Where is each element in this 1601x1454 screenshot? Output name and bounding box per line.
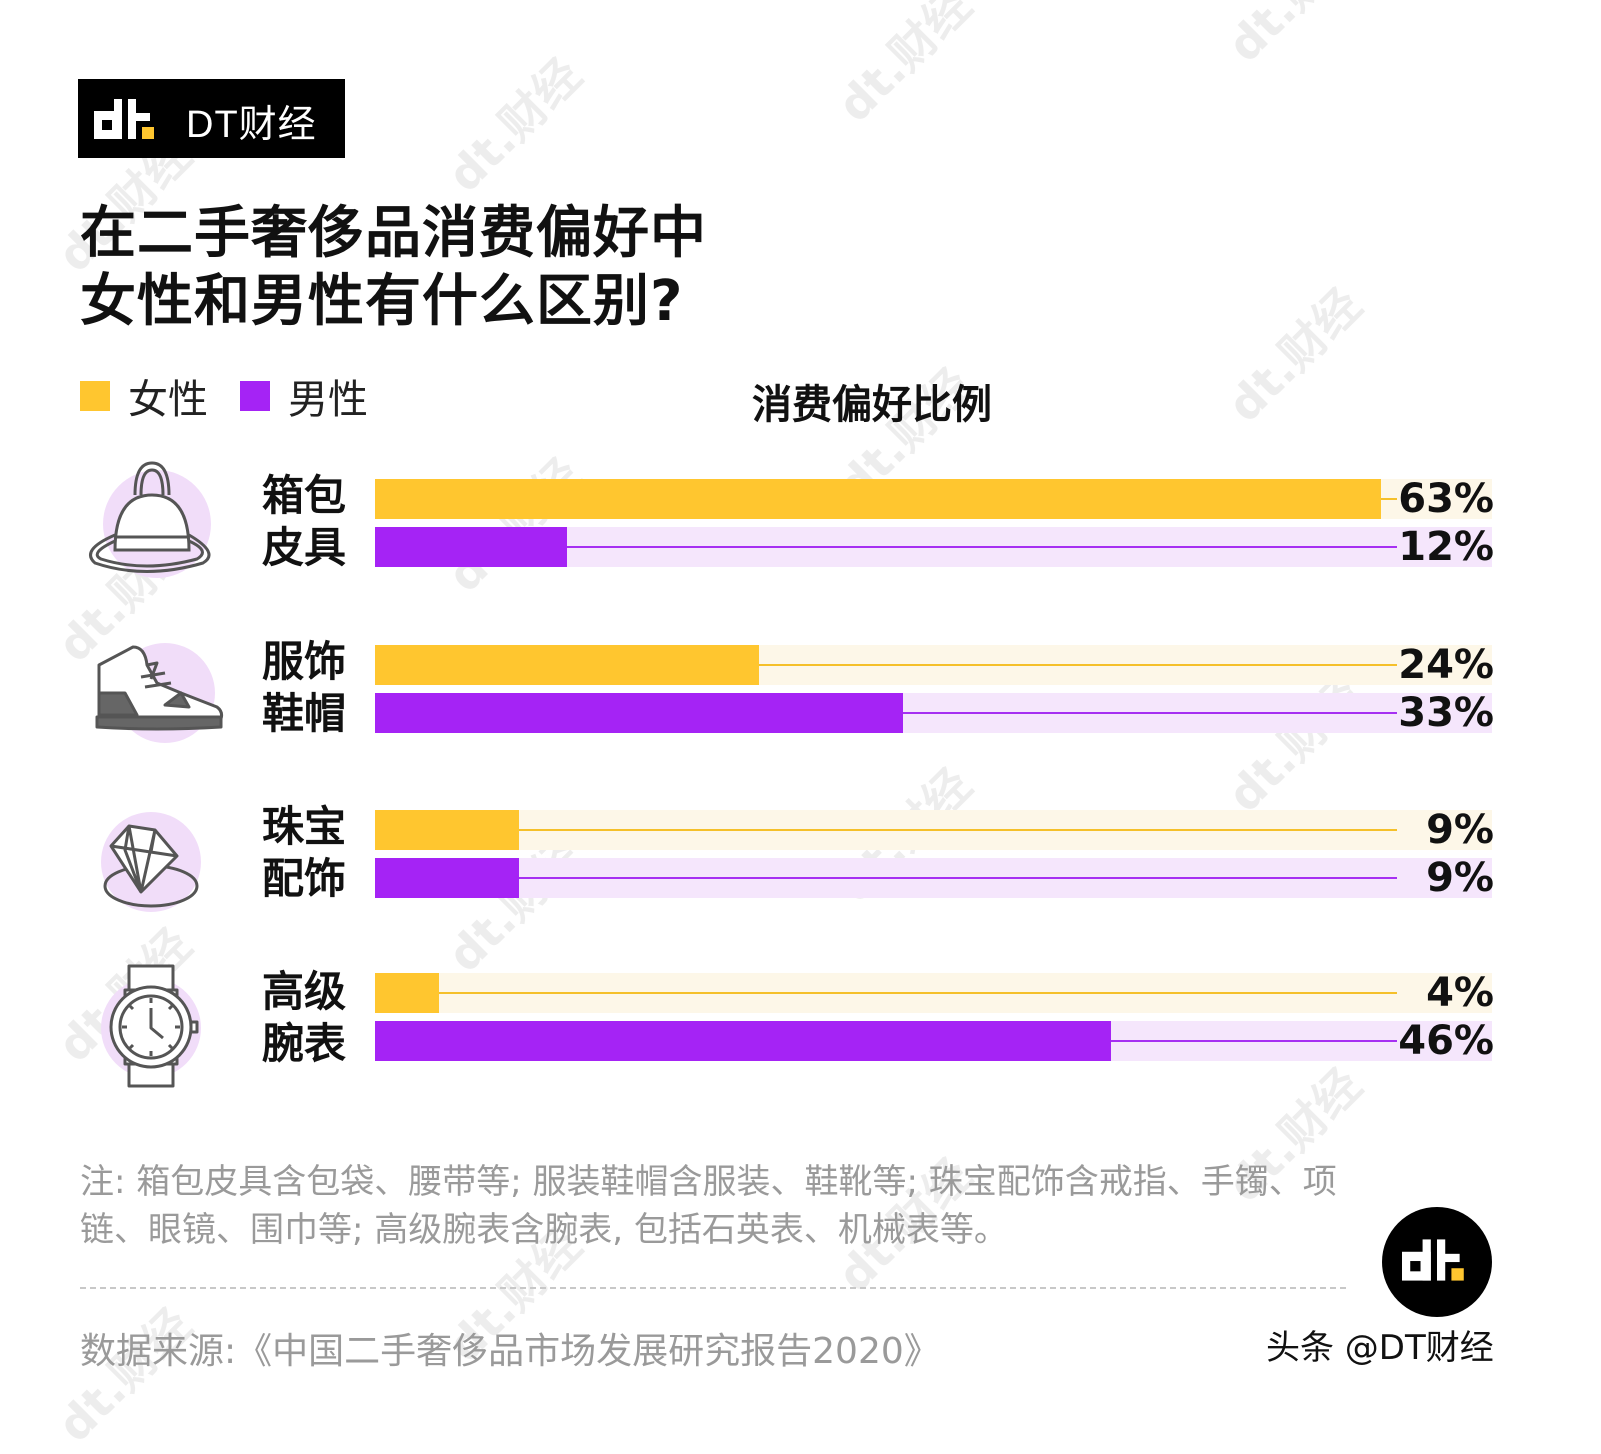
value-label-female: 4% (1426, 970, 1494, 1016)
legend-swatch-male (240, 381, 270, 411)
bar-male[interactable] (375, 1021, 1111, 1061)
bar-track-female: 9% (375, 807, 1494, 853)
title-line-2: 女性和男性有什么区别? (80, 269, 684, 334)
value-label-male: 46% (1398, 1018, 1494, 1064)
bar-track-male: 9% (375, 855, 1494, 901)
wristwatch-icon (85, 958, 235, 1098)
dt-logo-icon (94, 99, 154, 139)
brand-logo: DT财经 (78, 79, 345, 158)
category-label-line-1: 高级 (262, 967, 347, 1016)
watermark: dt.财经 (827, 0, 982, 133)
category-label-line-2: 鞋帽 (262, 689, 347, 738)
bar-track-male: 46% (375, 1018, 1494, 1064)
bar-male[interactable] (375, 858, 519, 898)
category-label: 珠宝 配饰 (262, 801, 346, 905)
watermark: dt.财经 (437, 447, 592, 603)
data-source: 数据来源:《中国二手奢侈品市场发展研究报告2020》 (80, 1331, 940, 1372)
handbag-icon (85, 455, 235, 595)
category-label: 服饰 鞋帽 (262, 636, 346, 740)
diamond-ring-icon (85, 790, 235, 930)
category-label-line-1: 服饰 (262, 637, 347, 686)
bar-female[interactable] (375, 479, 1381, 519)
sneaker-icon (85, 625, 235, 765)
bar-male[interactable] (375, 693, 903, 733)
watermark: dt.财经 (1217, 667, 1372, 823)
brand-badge (1382, 1207, 1492, 1317)
chart-title: 在二手奢侈品消费偏好中 女性和男性有什么区别? (80, 200, 707, 336)
category-label-line-2: 皮具 (262, 523, 347, 572)
category-label: 高级 腕表 (262, 966, 346, 1070)
value-label-male: 12% (1398, 524, 1494, 570)
bar-track-female: 63% (375, 476, 1494, 522)
category-label-line-1: 箱包 (262, 471, 347, 520)
watermark: dt.财经 (1217, 277, 1372, 433)
legend-swatch-female (80, 381, 110, 411)
bar-female[interactable] (375, 973, 439, 1013)
category-label-line-2: 腕表 (262, 1019, 347, 1068)
legend-label-male: 男性 (288, 377, 368, 423)
logo-text: DT财经 (186, 104, 317, 146)
platform-credit: 头条 @DT财经 (1266, 1328, 1494, 1368)
footnote: 注: 箱包皮具含包袋、腰带等; 服装鞋帽含服装、鞋靴等; 珠宝配饰含戒指、手镯、… (80, 1162, 1337, 1250)
value-label-female: 9% (1426, 807, 1494, 853)
legend-label-female: 女性 (128, 377, 208, 423)
title-line-1: 在二手奢侈品消费偏好中 (80, 201, 707, 266)
bar-track-male: 33% (375, 690, 1494, 736)
bar-track-female: 24% (375, 642, 1494, 688)
category-label-line-2: 配饰 (262, 854, 347, 903)
category-label: 箱包 皮具 (262, 470, 346, 574)
watermark: dt.财经 (1211, 0, 1374, 74)
category-label-line-1: 珠宝 (262, 802, 347, 851)
bar-track-male: 12% (375, 524, 1494, 570)
axis-title: 消费偏好比例 (752, 382, 992, 428)
value-label-male: 9% (1426, 855, 1494, 901)
bar-male[interactable] (375, 527, 567, 567)
value-label-female: 63% (1398, 476, 1494, 522)
divider (80, 1287, 1346, 1289)
watermark: dt.财经 (437, 47, 592, 203)
bar-track-female: 4% (375, 970, 1494, 1016)
bar-female[interactable] (375, 810, 519, 850)
legend: 女性 男性 (80, 374, 400, 423)
dt-logo-icon (1402, 1239, 1464, 1281)
value-label-female: 24% (1398, 642, 1494, 688)
bar-female[interactable] (375, 645, 759, 685)
value-label-male: 33% (1398, 690, 1494, 736)
